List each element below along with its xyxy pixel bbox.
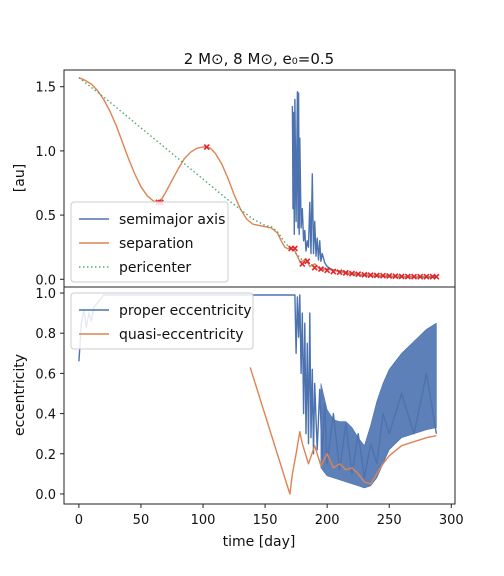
bottom-axes: 0.0 0.2 0.4 0.6 0.8 1.0 0 50 100 150 200 250 300 ec… xyxy=(12,286,464,550)
x-axis-label: time [day] xyxy=(223,534,296,550)
pericenter-marker xyxy=(324,267,331,274)
pericenter-marker xyxy=(355,271,362,278)
top-ytick-label: 1.0 xyxy=(35,145,56,160)
pericenter-marker xyxy=(304,258,311,265)
series-separation xyxy=(78,77,437,278)
pericenter-marker xyxy=(203,143,210,151)
pericenter-marker xyxy=(392,273,399,280)
pericenter-marker xyxy=(348,270,356,277)
xtick-label: 300 xyxy=(439,513,464,528)
bottom-ytick-label: 0.0 xyxy=(35,488,56,503)
bottom-ytick-label: 0.6 xyxy=(35,367,56,382)
pericenter-marker xyxy=(423,273,430,280)
legend-label: semimajor axis xyxy=(119,212,225,228)
top-y-axis-label: [au] xyxy=(12,164,28,192)
pericenter-marker xyxy=(398,273,405,280)
pericenter-marker xyxy=(379,272,387,279)
legend-frame xyxy=(70,292,254,350)
legend-label: separation xyxy=(119,236,194,252)
pericenter-marker xyxy=(410,273,418,280)
pericenter-marker xyxy=(342,269,349,276)
proper-eccentricity-band xyxy=(320,322,437,489)
pericenter-marker xyxy=(404,273,411,280)
legend-frame xyxy=(70,201,229,283)
bottom-axes-frame xyxy=(63,286,456,505)
pericenter-marker xyxy=(317,265,325,273)
bottom-legend: proper eccentricity quasi-eccentricity xyxy=(70,292,254,350)
x-ticks: 0 50 100 150 200 250 300 xyxy=(75,504,464,528)
xtick-label: 150 xyxy=(253,513,278,528)
pericenter-marker xyxy=(299,260,306,267)
series-pericenter xyxy=(78,77,437,278)
top-ytick-label: 1.5 xyxy=(35,81,56,96)
top-y-ticks: 0.0 0.5 1.0 1.5 xyxy=(35,81,64,288)
legend-label: quasi-eccentricity xyxy=(119,327,244,343)
top-plot-content xyxy=(78,77,440,280)
top-ytick-label: 0.0 xyxy=(35,273,56,288)
pericenter-marker xyxy=(330,268,337,275)
pericenter-marker xyxy=(417,273,424,280)
bottom-y-ticks: 0.0 0.2 0.4 0.6 0.8 1.0 xyxy=(35,287,64,503)
top-axes: 0.0 0.5 1.0 1.5 [au] semimajor axis separati… xyxy=(12,69,456,288)
pericenter-marker xyxy=(386,272,393,280)
bottom-ytick-label: 1.0 xyxy=(35,287,56,302)
xtick-label: 50 xyxy=(133,513,150,528)
xtick-label: 250 xyxy=(377,513,402,528)
pericenter-marker xyxy=(291,245,298,252)
top-legend: semimajor axis separation pericenter xyxy=(70,201,229,283)
legend-label: proper eccentricity xyxy=(119,303,252,319)
bottom-ytick-label: 0.2 xyxy=(35,448,56,463)
series-semimajor-axis xyxy=(291,91,437,279)
legend-label: pericenter xyxy=(119,260,191,276)
figure-title: 2 M⊙, 8 M⊙, e₀=0.5 xyxy=(184,50,334,68)
pericenter-marker xyxy=(373,272,380,279)
bottom-ytick-label: 0.4 xyxy=(35,408,56,423)
pericenter-marker xyxy=(311,264,318,271)
series-quasi-eccentricity xyxy=(249,367,437,495)
pericenter-marker xyxy=(367,272,374,279)
pericenter-marker xyxy=(336,269,343,276)
pericenter-marker xyxy=(361,271,368,278)
pericenter-marker xyxy=(433,273,440,280)
xtick-label: 200 xyxy=(315,513,340,528)
xtick-label: 0 xyxy=(75,513,83,528)
bottom-y-axis-label: eccentricity xyxy=(12,354,28,436)
top-ytick-label: 0.5 xyxy=(35,209,56,224)
bottom-ytick-label: 0.8 xyxy=(35,327,56,342)
xtick-label: 100 xyxy=(191,513,216,528)
